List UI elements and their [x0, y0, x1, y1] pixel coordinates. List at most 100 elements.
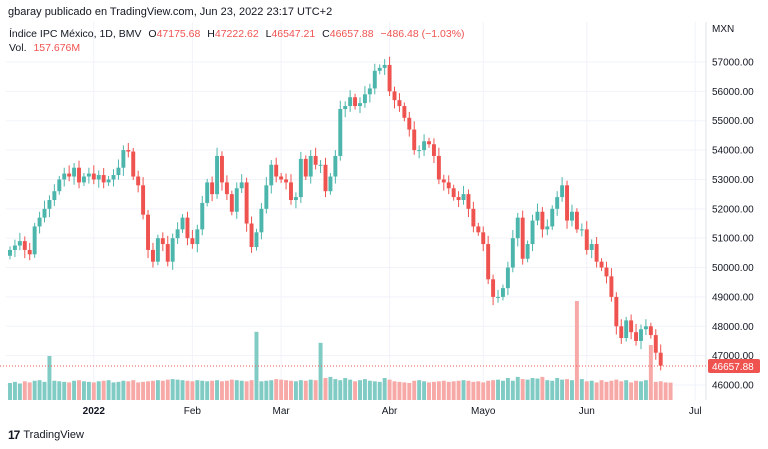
volume-bar [658, 381, 663, 400]
volume-bar [520, 379, 525, 400]
candle-body [648, 326, 653, 336]
volume-bar [441, 380, 446, 400]
candle-body [313, 155, 318, 165]
candle-body [293, 197, 298, 201]
candle-body [417, 150, 422, 152]
x-tick-label: Feb [184, 406, 202, 417]
volume-bar [446, 381, 451, 400]
candle-body [155, 238, 160, 262]
candle-body [412, 129, 417, 151]
x-tick-label: Abr [382, 406, 398, 417]
candle-body [77, 167, 81, 183]
volume-bar [47, 356, 52, 400]
candle-body [436, 155, 441, 180]
volume-bar [648, 345, 653, 400]
volume-bar [584, 381, 589, 400]
volume-bar [131, 380, 136, 400]
candle-body [126, 150, 131, 152]
legend-ohlc: Índice IPC México, 1D, BMV O47175.68 H47… [9, 27, 465, 40]
candle-body [604, 267, 609, 277]
candle-body [515, 217, 520, 239]
volume-bar [52, 380, 57, 400]
volume-bar [550, 380, 555, 400]
volume-bar [269, 380, 274, 400]
volume-bar [136, 382, 141, 400]
volume-bar [387, 379, 392, 400]
candle-body [589, 244, 594, 250]
footer-branding[interactable]: 17 TradingView [8, 428, 84, 442]
volume-bar [358, 380, 362, 400]
candle-body [599, 261, 604, 268]
candle-body [8, 249, 12, 256]
currency-label: MXN [712, 24, 734, 35]
volume-bar [338, 380, 343, 400]
volume-bar [42, 381, 47, 400]
volume-bar [496, 379, 500, 400]
candle-body [269, 164, 274, 186]
candle-body [289, 182, 293, 201]
candle-body [496, 296, 500, 298]
candle-body [353, 97, 358, 107]
price-axis: 46000.00 47000.00 48000.00 49000.00 50000.00… [712, 58, 754, 392]
volume-bar [476, 381, 481, 400]
volume-bar [594, 382, 599, 400]
volume-bar [668, 382, 673, 400]
volume-bar [407, 382, 412, 400]
volume-bar [293, 381, 298, 400]
candle-body [234, 188, 239, 212]
candle-body [328, 176, 333, 192]
volume-bar [412, 380, 417, 400]
volume-bar [165, 379, 170, 400]
y-tick-label: 57000.00 [712, 58, 754, 69]
volume-bar [456, 380, 461, 400]
candle-body [249, 223, 254, 247]
candle-body [387, 64, 392, 92]
volume-bar [96, 381, 101, 400]
grid-lines [6, 22, 707, 400]
volume-bar [570, 380, 574, 400]
volume-bar [72, 380, 77, 400]
candle-body [579, 229, 584, 231]
volume-bar [239, 380, 244, 400]
candle-body [298, 158, 303, 198]
volume-bar [77, 380, 81, 400]
candle-body [372, 70, 377, 89]
candle-body [550, 208, 555, 227]
legend-close-label: C [322, 28, 330, 40]
candle-body [165, 244, 170, 262]
volume-bars [8, 301, 673, 400]
candle-body [367, 88, 372, 95]
volume-bar [210, 380, 215, 400]
volume-bar [481, 382, 486, 400]
volume-bar [382, 378, 387, 400]
candle-body [47, 200, 52, 209]
last-price-badge [708, 359, 760, 373]
candle-body [67, 173, 72, 177]
candle-body [451, 188, 456, 198]
y-tick-label: 49000.00 [712, 292, 754, 303]
candle-body [614, 296, 619, 327]
candle-body [397, 100, 402, 107]
candle-body [545, 226, 550, 230]
candle-body [106, 179, 111, 183]
volume-bar [653, 381, 658, 400]
volume-bar [397, 381, 402, 400]
legend-high-value: 47222.62 [215, 28, 259, 40]
candle-body [609, 276, 614, 297]
candle-body [190, 238, 195, 245]
candle-body [32, 226, 37, 255]
candle-body [175, 229, 180, 239]
candle-body [205, 182, 210, 203]
legend-close-value: 46657.88 [330, 28, 374, 40]
candle-body [101, 175, 106, 183]
x-tick-label: Mayo [471, 406, 496, 417]
candle-body [146, 214, 150, 250]
price-candles [8, 56, 663, 371]
candle-body [500, 288, 505, 297]
candle-body [446, 182, 451, 189]
candle-body [441, 179, 446, 183]
y-tick-label: 52000.00 [712, 204, 754, 215]
volume-bar [62, 381, 67, 400]
candle-body [150, 249, 155, 262]
